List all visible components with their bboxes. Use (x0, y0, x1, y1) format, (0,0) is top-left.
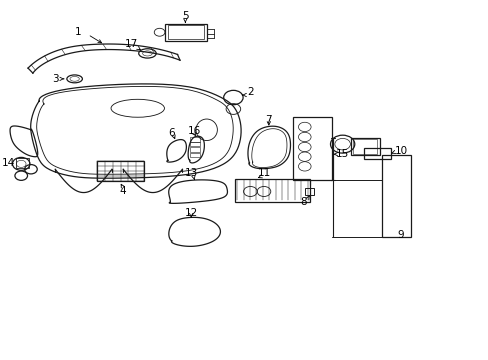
Text: 17: 17 (124, 40, 138, 49)
Text: 13: 13 (184, 168, 197, 178)
Text: 16: 16 (187, 126, 201, 135)
Text: 4: 4 (120, 186, 126, 197)
Text: 2: 2 (246, 87, 253, 97)
Text: 8: 8 (300, 197, 306, 207)
Text: 1: 1 (75, 27, 81, 37)
Text: 10: 10 (393, 146, 407, 156)
Text: 5: 5 (182, 11, 188, 21)
Text: 14: 14 (2, 158, 15, 168)
Text: 12: 12 (184, 208, 197, 218)
Text: 6: 6 (168, 129, 175, 138)
Text: 7: 7 (265, 115, 272, 125)
Text: 11: 11 (257, 168, 270, 178)
Text: 9: 9 (397, 230, 404, 239)
Text: 15: 15 (335, 149, 348, 159)
Text: 3: 3 (52, 74, 59, 84)
